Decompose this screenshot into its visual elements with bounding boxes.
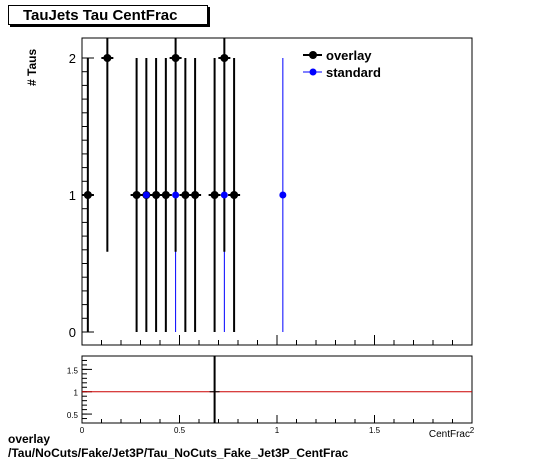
ratio-y-tick-label: 0.5 xyxy=(67,411,79,420)
plot-title: TauJets Tau CentFrac xyxy=(8,5,208,25)
legend-label: standard xyxy=(326,65,381,80)
overlay-point xyxy=(181,191,190,199)
footer-line1: overlay xyxy=(8,432,51,446)
main-frame xyxy=(81,37,473,346)
y-tick-label: 1 xyxy=(69,188,76,203)
overlay-point xyxy=(230,191,239,199)
standard-point xyxy=(279,191,287,199)
legend-marker xyxy=(309,68,317,76)
ratio-x-tick-label: 0 xyxy=(80,426,85,435)
overlay-point xyxy=(210,191,219,199)
overlay-point xyxy=(171,54,180,62)
overlay-point xyxy=(191,191,200,199)
ratio-frame xyxy=(81,355,473,424)
overlay-point xyxy=(103,54,112,62)
y-axis-label: # Taus xyxy=(25,49,39,86)
overlay-point xyxy=(220,54,229,62)
y-tick-label: 0 xyxy=(69,325,76,340)
standard-point xyxy=(220,191,228,199)
standard-point xyxy=(142,191,150,199)
ratio-x-tick-label: 1.5 xyxy=(369,426,381,435)
overlay-point xyxy=(132,191,141,199)
legend-marker xyxy=(309,51,317,59)
ratio-x-tick-label: 0.5 xyxy=(174,426,186,435)
legend-label: overlay xyxy=(326,48,372,63)
overlay-point xyxy=(161,191,170,199)
ratio-x-tick-label: 2 xyxy=(470,426,475,435)
y-tick-label: 2 xyxy=(69,51,76,66)
x-axis-label: CentFrac xyxy=(429,429,470,440)
overlay-point xyxy=(83,191,92,199)
ratio-y-tick-label: 1 xyxy=(74,389,79,398)
footer-line2: /Tau/NoCuts/Fake/Jet3P/Tau_NoCuts_Fake_J… xyxy=(8,446,349,460)
standard-point xyxy=(172,191,180,199)
overlay-point xyxy=(152,191,161,199)
ratio-y-tick-label: 1.5 xyxy=(67,366,79,375)
ratio-x-tick-label: 1 xyxy=(275,426,280,435)
